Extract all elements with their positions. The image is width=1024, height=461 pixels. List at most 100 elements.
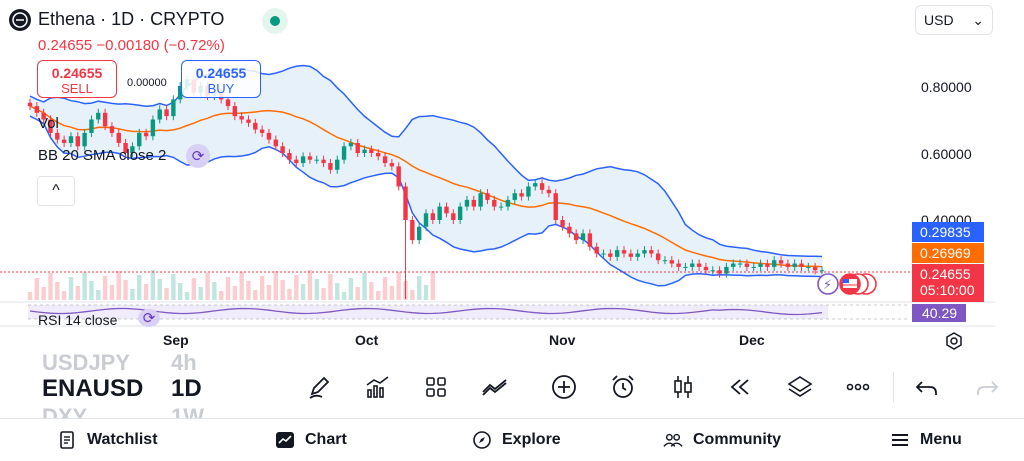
volume-bar: [232, 286, 238, 300]
watchlist-next-symbol[interactable]: DXY: [42, 404, 88, 418]
candle: [109, 126, 115, 133]
layers-icon[interactable]: [785, 372, 815, 402]
candle: [362, 149, 367, 153]
bollinger-indicator-label[interactable]: BB 20 SMA close 2: [38, 147, 167, 164]
last-price-badge-value: 0.24655: [920, 266, 971, 282]
candle: [437, 206, 442, 220]
nav-community-label: Community: [693, 431, 781, 448]
watchlist-prev-symbol[interactable]: USDJPY: [42, 350, 131, 375]
title-separator: ·: [134, 9, 151, 29]
volume-indicator-label[interactable]: Vol: [38, 115, 59, 132]
collapse-legend-button[interactable]: ^: [37, 176, 75, 206]
volume-bar: [89, 281, 94, 300]
interval-label: 1D: [111, 9, 135, 29]
nav-menu[interactable]: Menu: [890, 430, 962, 450]
candle: [273, 139, 278, 147]
alert-icon[interactable]: [608, 372, 638, 402]
candle: [280, 146, 285, 153]
price-change-percent: (−0.72%): [163, 37, 225, 54]
candle: [765, 263, 770, 267]
price-axis-label: 0.80000: [921, 79, 972, 95]
price-change: −0.00180: [96, 37, 160, 54]
refresh-icon[interactable]: ⟳: [186, 144, 210, 168]
more-icon[interactable]: [843, 372, 873, 402]
volume-bar: [335, 283, 340, 300]
candle: [676, 263, 681, 267]
candle: [246, 119, 251, 123]
rsi-indicator-label[interactable]: RSI 14 close: [38, 312, 118, 328]
volume-bar: [389, 286, 395, 300]
undo-icon[interactable]: [912, 372, 942, 402]
candle: [68, 136, 74, 143]
sell-button[interactable]: 0.24655 SELL: [37, 60, 117, 98]
compare-icon[interactable]: [480, 372, 510, 402]
candle: [451, 213, 456, 220]
chart-title[interactable]: Ethena · 1D · CRYPTO: [38, 9, 224, 30]
candle: [601, 253, 606, 255]
candles-icon[interactable]: [668, 372, 698, 402]
refresh-icon[interactable]: ⟳: [138, 309, 160, 327]
chart-settings-icon[interactable]: [944, 331, 964, 351]
currency-select[interactable]: USD ⌄: [915, 5, 993, 35]
volume-bar: [239, 272, 244, 300]
candle: [178, 86, 183, 100]
candle: [27, 102, 33, 107]
layouts-icon[interactable]: [421, 372, 451, 402]
replay-icon[interactable]: [726, 372, 756, 402]
event-markers[interactable]: ⚡: [817, 273, 877, 295]
nav-menu-label: Menu: [920, 431, 962, 448]
chart-area[interactable]: ⚡ Ethena · 1D · CRYPTO 0.24655 −0.00180 …: [0, 0, 1024, 330]
candle: [526, 186, 531, 197]
current-symbol[interactable]: ENAUSD: [42, 375, 144, 402]
candle: [328, 163, 333, 170]
candle: [628, 253, 634, 257]
nav-chart[interactable]: Chart: [275, 430, 347, 450]
volume-bar: [430, 271, 436, 300]
candle: [307, 156, 313, 160]
volume-bar: [321, 288, 326, 300]
chart-icon: [276, 432, 294, 448]
watchlist-next-timeframe: 1W: [171, 404, 204, 418]
bollinger-band-fill: [30, 65, 822, 286]
time-axis-label: Dec: [739, 332, 765, 348]
candle: [751, 266, 756, 268]
candle: [150, 119, 156, 137]
currency-value: USD: [924, 12, 954, 28]
bollinger-upper-line: [29, 64, 823, 258]
candle: [369, 149, 374, 153]
candle: [444, 206, 449, 214]
volume-bar: [198, 287, 203, 300]
symbol-name: Ethena: [38, 9, 96, 29]
buy-button[interactable]: 0.24655 BUY: [181, 60, 261, 98]
candle: [389, 163, 395, 167]
rsi-value-badge: 40.29: [912, 304, 966, 322]
compass-icon: [473, 431, 491, 449]
candle: [123, 142, 128, 153]
candle: [819, 270, 825, 272]
candle: [157, 109, 162, 120]
nav-watchlist[interactable]: Watchlist: [57, 430, 158, 450]
sell-label: SELL: [61, 81, 93, 96]
volume-bar: [27, 292, 33, 300]
candle: [772, 260, 777, 267]
candle: [239, 116, 244, 120]
volume-layer: [27, 270, 436, 300]
volume-bar: [48, 273, 53, 300]
nav-explore[interactable]: Explore: [472, 430, 561, 450]
volume-bar: [41, 287, 46, 300]
bollinger-basis-line: [29, 105, 823, 268]
nav-community[interactable]: Community: [663, 430, 781, 450]
chevron-up-icon: ^: [52, 182, 60, 199]
pencil-icon[interactable]: [304, 372, 334, 402]
indicators-icon[interactable]: [362, 372, 392, 402]
volume-bar: [314, 279, 319, 300]
price-chart[interactable]: ⚡: [0, 0, 1024, 330]
time-axis-label: Sep: [163, 332, 189, 348]
volume-bar: [328, 274, 333, 300]
sell-price: 0.24655: [51, 65, 103, 81]
current-timeframe[interactable]: 1D: [171, 375, 202, 402]
market-status-indicator[interactable]: [262, 8, 288, 34]
add-icon[interactable]: [549, 372, 579, 402]
redo-icon[interactable]: [972, 372, 1002, 402]
candle: [512, 193, 517, 200]
